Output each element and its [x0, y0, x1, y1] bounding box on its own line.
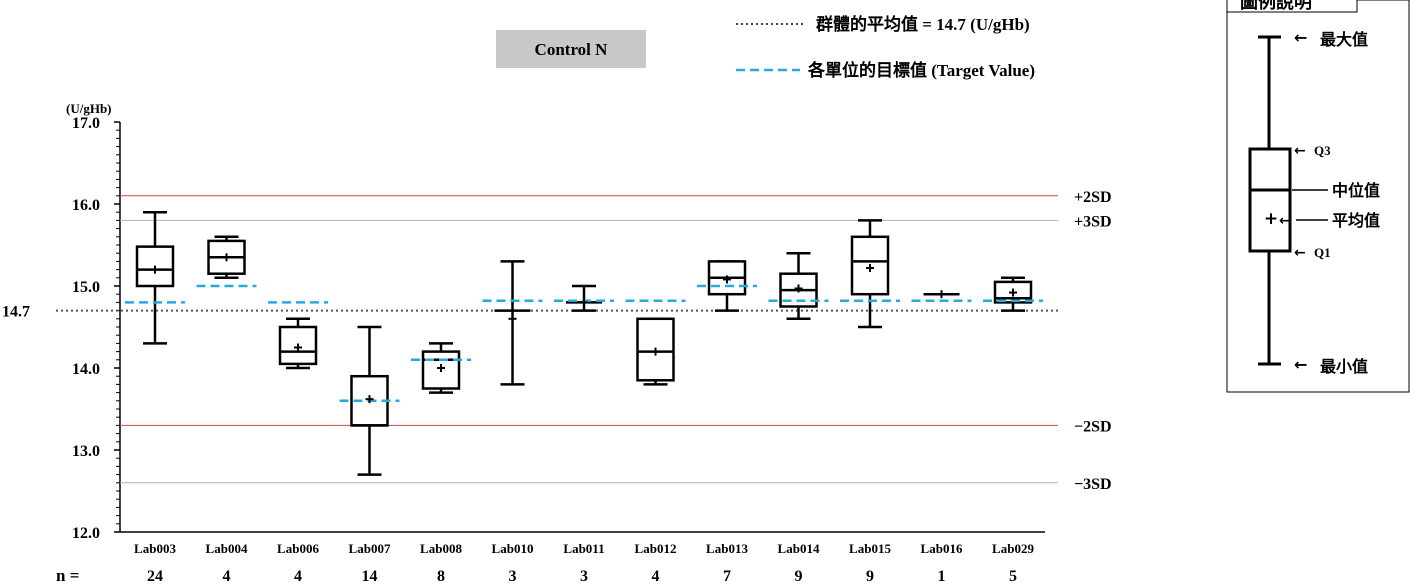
n-count: 14	[362, 568, 378, 585]
sd-label: +3SD	[1074, 213, 1112, 230]
x-tick-label: Lab006	[277, 541, 319, 556]
y-unit-label: (U/gHb)	[66, 101, 112, 116]
inset-legend-title: 圖例說明	[1240, 0, 1312, 13]
iqr-box	[850, 235, 890, 296]
y-tick-label: 15.0	[72, 279, 100, 296]
n-count: 7	[723, 568, 731, 585]
box-lab016	[911, 290, 972, 303]
inset-q3-label: Q3	[1314, 143, 1331, 158]
group-mean-label: 14.7	[2, 304, 30, 321]
inset-mean-label: 平均值	[1332, 211, 1380, 230]
legend-target-label: 各單位的目標值 (Target Value)	[807, 60, 1035, 80]
inset-mean-marker: +	[1264, 209, 1278, 229]
svg-text:←: ←	[1294, 355, 1307, 374]
n-count: 1	[938, 568, 946, 585]
y-tick-label: 16.0	[72, 197, 100, 214]
sd-label: −3SD	[1074, 476, 1112, 493]
inset-max-label: 最大值	[1320, 30, 1368, 49]
x-tick-label: Lab003	[134, 541, 176, 556]
box-lab003	[125, 210, 185, 345]
inset-legend: 圖例說明 + ← 最大值 ← Q3 中位值 ← 平均值 ← Q1 ← 最小值	[1226, 0, 1410, 393]
box-lab029	[983, 276, 1043, 312]
svg-text:←: ←	[1294, 245, 1306, 261]
x-tick-label: Lab010	[492, 541, 534, 556]
title-box	[496, 30, 646, 68]
inset-min-label: 最小值	[1320, 357, 1368, 376]
inset-median-label: 中位值	[1332, 181, 1380, 200]
x-tick-label: Lab004	[206, 541, 248, 556]
x-tick-label: Lab029	[992, 541, 1034, 556]
n-count: 9	[795, 568, 803, 585]
inset-q1-label: Q1	[1314, 245, 1331, 260]
sd-label: −2SD	[1074, 418, 1112, 435]
box-lab012	[625, 299, 686, 386]
y-tick-label: 12.0	[72, 525, 100, 542]
x-tick-label: Lab012	[635, 541, 677, 556]
svg-text:←: ←	[1294, 28, 1307, 47]
n-count: 4	[652, 568, 660, 585]
n-count: 4	[223, 568, 231, 585]
x-tick-label: Lab015	[849, 541, 891, 556]
chart-title: Control N	[535, 40, 609, 59]
y-tick-label: 17.0	[72, 115, 100, 132]
x-tick-label: Lab014	[778, 541, 820, 556]
x-tick-label: Lab013	[706, 541, 748, 556]
box-lab015	[840, 219, 900, 329]
n-prefix: n =	[56, 566, 79, 585]
svg-text:←: ←	[1279, 213, 1291, 229]
x-tick-label: Lab007	[349, 541, 391, 556]
legend-mean-label: 群體的平均值 = 14.7 (U/gHb)	[816, 14, 1030, 34]
n-count: 3	[580, 568, 588, 585]
box-lab010	[482, 260, 543, 386]
box-lab008	[411, 342, 471, 394]
n-count: 5	[1009, 568, 1017, 585]
box-lab013	[697, 260, 757, 312]
sd-label: +2SD	[1074, 189, 1112, 206]
x-tick-label: Lab011	[563, 541, 604, 556]
n-count: 8	[437, 568, 445, 585]
box-lab007	[339, 325, 400, 476]
y-tick-label: 14.0	[72, 361, 100, 378]
y-tick-label: 13.0	[72, 443, 100, 460]
svg-text:←: ←	[1294, 143, 1306, 159]
x-tick-label: Lab008	[420, 541, 462, 556]
x-tick-label: Lab016	[921, 541, 963, 556]
n-count: 4	[294, 568, 302, 585]
box-lab011	[554, 284, 614, 312]
box-lab004	[196, 235, 257, 288]
n-count: 3	[509, 568, 517, 585]
box-lab014	[768, 251, 829, 321]
n-count: 24	[147, 568, 163, 585]
box-lab006	[268, 301, 328, 370]
inset-legend-title-box	[1226, 0, 1358, 13]
n-count: 9	[866, 568, 874, 585]
iqr-box	[135, 245, 175, 288]
